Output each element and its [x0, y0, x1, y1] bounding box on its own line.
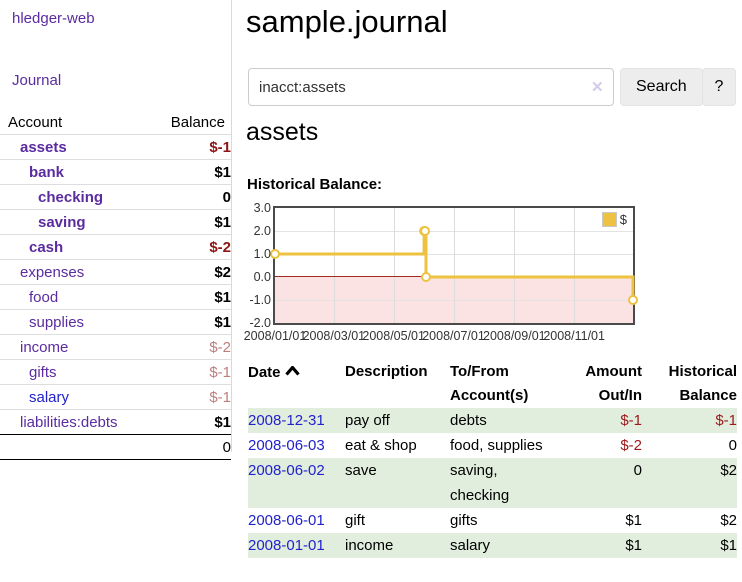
register-row: 2008-01-01 income salary $1 $1	[248, 533, 737, 558]
account-row: liabilities:debts $1	[0, 409, 231, 435]
transaction-accounts: saving, checking	[450, 462, 510, 504]
account-row: food $1	[0, 284, 231, 310]
account-link[interactable]: gifts	[29, 363, 57, 381]
transaction-date-link[interactable]: 2008-12-31	[248, 412, 325, 429]
account-row: income $-2	[0, 334, 231, 360]
accounts-table-header: Account Balance	[0, 110, 231, 135]
description-column-header: Description	[345, 363, 428, 380]
account-link[interactable]: expenses	[20, 263, 85, 281]
account-link[interactable]: food	[29, 288, 59, 306]
account-row: supplies $1	[0, 309, 231, 335]
account-row: gifts $-1	[0, 359, 231, 385]
account-balance: $-2	[209, 338, 231, 356]
account-row: expenses $2	[0, 259, 231, 285]
account-link[interactable]: liabilities:debts	[20, 413, 118, 431]
account-column-header: Account	[8, 113, 63, 131]
transaction-description: eat & shop	[345, 437, 417, 454]
account-row: assets $-1	[0, 134, 231, 160]
account-link[interactable]: cash	[29, 238, 64, 256]
transaction-description: save	[345, 462, 377, 479]
account-link[interactable]: checking	[38, 188, 104, 206]
account-link[interactable]: supplies	[29, 313, 85, 331]
transaction-amount: $1	[625, 537, 642, 554]
sidebar-item-journal[interactable]: Journal	[12, 72, 62, 89]
transaction-description: gift	[345, 512, 366, 529]
transaction-amount: $-2	[620, 437, 642, 454]
account-balance: $1	[214, 313, 231, 331]
amount-column-header: Amount Out/In	[585, 363, 642, 404]
register-rows: 2008-12-31 pay off debts $-1 $-1 2008-06…	[248, 408, 737, 558]
register-table: Date Description To/From Account(s) Amou…	[248, 360, 737, 558]
account-balance: $-1	[209, 388, 231, 406]
transaction-balance: $2	[720, 512, 737, 529]
account-balance: $2	[214, 263, 231, 281]
transaction-date-link[interactable]: 2008-01-01	[248, 537, 325, 554]
accounts-total-row: 0	[0, 434, 231, 460]
account-link[interactable]: bank	[29, 163, 65, 181]
account-balance: $1	[214, 163, 231, 181]
account-link[interactable]: salary	[29, 388, 70, 406]
sort-ascending-icon	[284, 360, 300, 384]
transaction-amount: 0	[633, 462, 642, 479]
transaction-accounts: gifts	[450, 512, 478, 529]
clear-search-icon[interactable]: ✕	[591, 79, 604, 96]
account-balance: $1	[214, 413, 231, 431]
balance-column-header: Balance	[170, 113, 225, 131]
account-row: cash $-2	[0, 234, 231, 260]
account-balance: $1	[214, 213, 231, 231]
help-button[interactable]: ?	[702, 68, 736, 106]
transaction-date-link[interactable]: 2008-06-02	[248, 462, 325, 479]
account-balance: $-1	[209, 138, 231, 156]
transaction-accounts: salary	[450, 537, 491, 554]
transaction-balance: 0	[728, 437, 737, 454]
tofrom-column-header: To/From Account(s)	[450, 363, 529, 404]
sidebar-account-rows: assets $-1 bank $1 checking 0 saving $1 …	[0, 134, 231, 435]
account-link[interactable]: saving	[38, 213, 86, 231]
account-heading: assets	[246, 118, 319, 146]
search-button[interactable]: Search	[620, 68, 703, 106]
chart-plot: $	[270, 206, 638, 325]
account-row: salary $-1	[0, 384, 231, 410]
account-link[interactable]: income	[20, 338, 69, 356]
search-input[interactable]	[248, 68, 614, 106]
balance-column-header-register: Historical Balance	[668, 363, 737, 404]
account-balance: $1	[214, 288, 231, 306]
page-title: sample.journal	[246, 4, 448, 39]
transaction-description: pay off	[345, 412, 390, 429]
account-balance: $-2	[209, 238, 231, 256]
transaction-description: income	[345, 537, 394, 554]
date-column-header[interactable]: Date	[248, 360, 345, 385]
accounts-total-balance: 0	[222, 438, 231, 456]
chart-heading: Historical Balance:	[247, 176, 383, 193]
register-row: 2008-06-03 eat & shop food, supplies $-2…	[248, 433, 737, 458]
register-row: 2008-12-31 pay off debts $-1 $-1	[248, 408, 737, 433]
sidebar: hledger-web Journal Account Balance asse…	[0, 0, 232, 460]
transaction-date-link[interactable]: 2008-06-03	[248, 437, 325, 454]
transaction-balance: $-1	[715, 412, 737, 429]
register-row: 2008-06-02 save saving, checking 0 $2	[248, 458, 737, 508]
register-header: Date Description To/From Account(s) Amou…	[248, 360, 737, 408]
transaction-accounts: debts	[450, 412, 487, 429]
account-link[interactable]: assets	[20, 138, 67, 156]
transaction-amount: $1	[625, 512, 642, 529]
legend-label: $	[619, 212, 627, 227]
account-balance: $-1	[209, 363, 231, 381]
account-row: checking 0	[0, 184, 231, 210]
transaction-accounts: food, supplies	[450, 437, 543, 454]
account-row: bank $1	[0, 159, 231, 185]
transaction-balance: $2	[720, 462, 737, 479]
account-row: saving $1	[0, 209, 231, 235]
account-balance: 0	[222, 188, 231, 206]
accounts-table: Account Balance assets $-1 bank $1 check…	[0, 110, 231, 460]
transaction-date-link[interactable]: 2008-06-01	[248, 512, 325, 529]
chart-legend: $	[598, 211, 630, 228]
transaction-amount: $-1	[620, 412, 642, 429]
legend-swatch-icon	[601, 212, 617, 227]
register-row: 2008-06-01 gift gifts $1 $2	[248, 508, 737, 533]
transaction-balance: $1	[720, 537, 737, 554]
brand-link[interactable]: hledger-web	[12, 10, 95, 27]
historical-balance-chart: $ 3.0 2.0 1.0 0.0 -1.0 -2.0 2008/01/01 2008/03…	[238, 200, 718, 350]
